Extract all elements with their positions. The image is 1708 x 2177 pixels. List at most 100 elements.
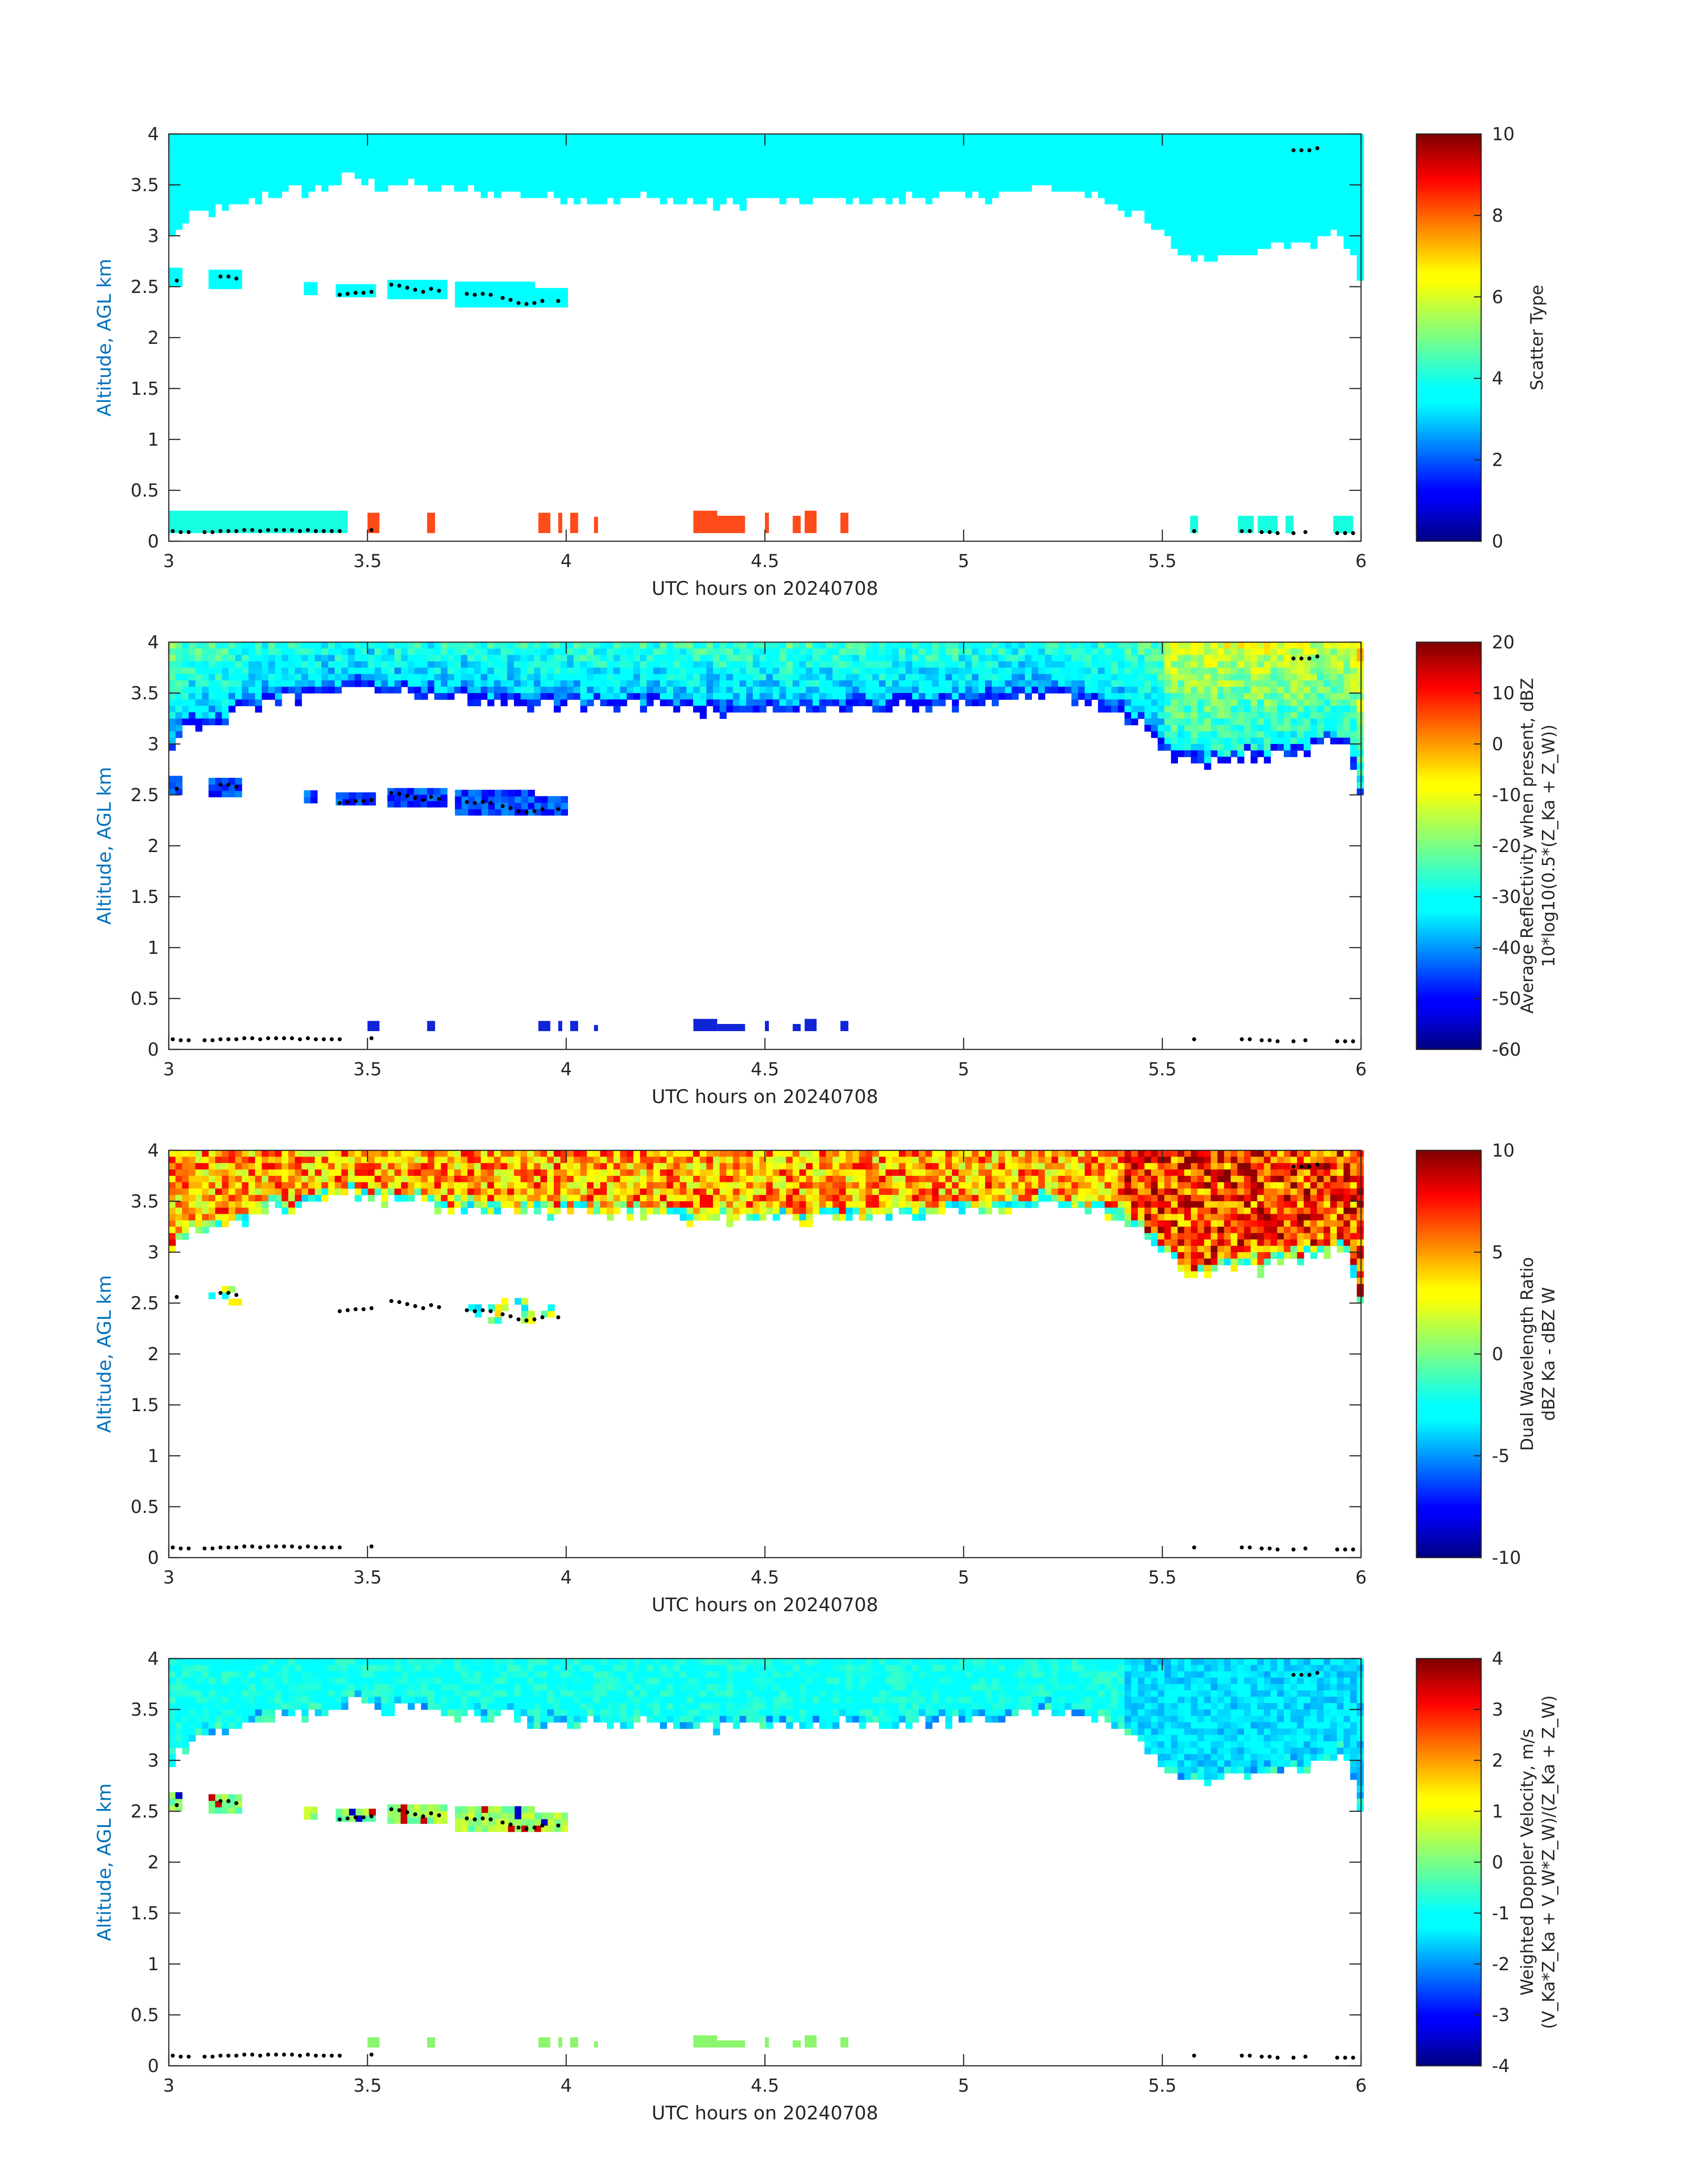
echo-cell [182,1150,189,1157]
echo-cell [1237,706,1244,713]
echo-cell [421,686,428,694]
midlevel-cell [508,796,515,803]
echo-cell [235,178,242,185]
cloud-base-marker [405,794,409,798]
cloud-base-marker [1291,531,1296,535]
echo-cell [1310,178,1318,185]
echo-cell [706,642,714,649]
cloud-base-marker [226,529,230,533]
echo-cell [1324,229,1331,236]
echo-cell [826,166,833,173]
echo-cell [1264,229,1271,236]
echo-cell [188,719,196,726]
echo-cell [235,648,242,656]
echo-cell [819,153,827,160]
echo-cell [1178,719,1185,726]
echo-cell [826,642,833,649]
echo-cell [1330,680,1337,687]
echo-cell [680,642,687,649]
cloud-base-marker [226,782,230,787]
colorbar-step [1416,466,1481,471]
echo-cell [1071,655,1079,662]
echo-cell [507,153,514,160]
echo-cell [1244,655,1251,662]
echo-cell [633,166,641,173]
echo-cell [1085,680,1092,687]
echo-cell [1091,146,1098,154]
echo-cell [1204,661,1211,668]
echo-cell [865,655,873,662]
echo-cell [1104,134,1112,141]
echo-cell [1065,655,1072,662]
echo-cell [1290,693,1298,700]
echo-cell [1164,134,1172,141]
echo-cell [647,655,654,662]
echo-cell [1231,686,1238,694]
echo-cell [248,674,256,681]
echo-cell [1231,731,1238,738]
midlevel-cell [514,281,522,288]
echo-cell [978,159,986,167]
echo-cell [633,661,641,668]
echo-cell [507,178,514,185]
echo-cell [1131,706,1138,713]
echo-cell [952,159,959,167]
echo-cell [872,706,880,713]
echo-cell [534,642,541,649]
echo-cell [321,686,329,694]
echo-cell [1157,210,1165,217]
echo-cell [169,178,176,185]
echo-cell [388,178,395,185]
colorbar-step [1416,389,1481,393]
echo-cell [1317,668,1324,675]
cloud-base-marker [218,274,223,279]
echo-cell [1025,655,1032,662]
echo-cell [308,185,315,192]
echo-cell [1124,680,1132,687]
echo-cell [188,693,196,700]
echo-cell [381,185,388,192]
echo-cell [1211,706,1218,713]
echo-cell [1224,731,1231,738]
echo-cell [188,204,196,211]
echo-cell [1324,197,1331,205]
echo-cell [773,668,780,675]
echo-cell [1211,134,1218,141]
echo-cell [1317,699,1324,706]
echo-cell [1317,674,1324,681]
echo-cell [859,140,866,147]
echo-cell [919,661,926,668]
echo-cell [188,140,196,147]
echo-cell [1124,191,1132,198]
echo-cell [1250,648,1258,656]
echo-cell [1204,166,1211,173]
echo-cell [806,172,813,179]
echo-cell [1290,172,1298,179]
echo-cell [905,668,913,675]
echo-cell [786,134,793,141]
echo-cell [195,693,203,700]
cloud-base-marker [524,810,529,815]
echo-cell [1138,159,1145,167]
echo-cell [1178,153,1185,160]
echo-cell [461,655,468,662]
echo-cell [195,1176,203,1183]
echo-cell [879,674,886,681]
echo-cell [786,655,793,662]
echo-cell [865,146,873,154]
colorbar-step [1416,215,1481,219]
echo-cell [567,686,574,694]
echo-cell [1190,680,1198,687]
echo-cell [1071,642,1079,649]
echo-cell [228,159,236,167]
echo-cell [288,153,296,160]
midlevel-cell [310,282,318,289]
echo-cell [480,153,488,160]
echo-cell [706,661,714,668]
echo-cell [1237,642,1244,649]
echo-cell [315,153,322,160]
echo-cell [613,185,621,192]
echo-cell [593,693,601,700]
echo-cell [1264,674,1271,681]
echo-cell [195,204,203,211]
